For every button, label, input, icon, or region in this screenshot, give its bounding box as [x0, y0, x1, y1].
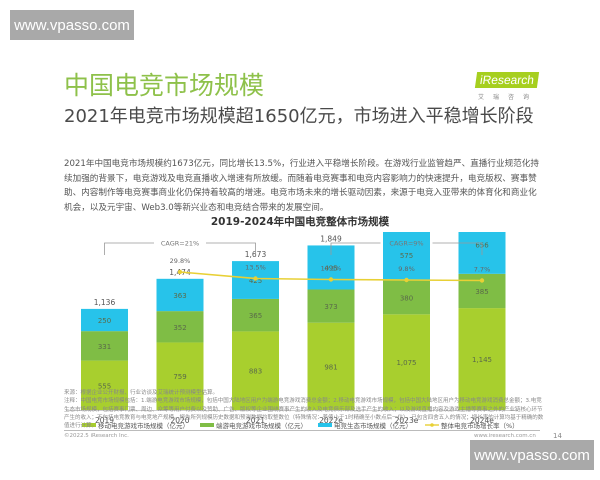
- svg-text:2019: 2019: [95, 416, 114, 425]
- bar-segment: [458, 308, 506, 410]
- svg-text:29.8%: 29.8%: [170, 257, 191, 265]
- bar-segment: [156, 311, 204, 343]
- svg-text:2021: 2021: [246, 416, 265, 425]
- svg-text:13.5%: 13.5%: [245, 264, 266, 272]
- svg-text:端游电竞游戏市场规模（亿元）: 端游电竞游戏市场规模（亿元）: [216, 421, 307, 430]
- svg-text:2023e: 2023e: [395, 416, 419, 425]
- body-paragraph: 2021年中国电竞市场规模约1673亿元，同比增长13.5%，行业进入平稳增长阶…: [64, 159, 539, 213]
- svg-text:250: 250: [98, 317, 111, 325]
- watermark-bottom: www.vpasso.com: [470, 440, 594, 470]
- svg-text:9.8%: 9.8%: [398, 265, 415, 273]
- bar-segment: [81, 308, 128, 332]
- page-subtitle: 2021年电竞市场规模超1650亿元，市场进入平稳增长阶段: [64, 106, 534, 127]
- copyright: ©2022.5 iResearch Inc.: [64, 433, 129, 439]
- svg-text:移动电竞游戏市场规模（亿元）: 移动电竞游戏市场规模（亿元）: [98, 421, 189, 430]
- svg-text:425: 425: [249, 277, 262, 285]
- stacked-bar-chart: 5553312501,13620197593523631,47420208833…: [66, 232, 519, 430]
- svg-text:352: 352: [173, 324, 186, 332]
- bar-segment: [383, 280, 430, 315]
- svg-text:331: 331: [98, 343, 111, 351]
- annotation-note: 注释：中国电竞市场规模包括：1.端游电竞游戏市场规模，包括中国大陆地区用户为端游…: [64, 398, 544, 430]
- svg-text:电竞生态市场规模（亿元）: 电竞生态市场规模（亿元）: [334, 421, 412, 430]
- svg-text:380: 380: [400, 294, 413, 302]
- svg-text:2020: 2020: [170, 416, 189, 425]
- svg-text:CAGR=9%: CAGR=9%: [389, 240, 423, 248]
- svg-text:7.7%: 7.7%: [474, 266, 491, 274]
- source-note: 来源：根据企业公开财报、行业访谈及艾瑞统计预测模型估算。: [64, 390, 219, 396]
- svg-text:整体电竞市场增长率（%）: 整体电竞市场增长率（%）: [441, 421, 519, 430]
- bar-segment: [232, 331, 279, 410]
- svg-text:385: 385: [475, 288, 488, 296]
- svg-text:1,849: 1,849: [320, 234, 342, 243]
- bar-segment: [81, 331, 128, 361]
- bar-segment: [156, 342, 204, 410]
- bar-segment: [383, 314, 430, 410]
- svg-text:CAGR=21%: CAGR=21%: [161, 240, 199, 248]
- svg-text:883: 883: [249, 368, 262, 376]
- site-url: www.iresearch.com.cn: [474, 433, 536, 439]
- svg-text:373: 373: [324, 303, 337, 311]
- footer-divider: [64, 430, 540, 431]
- svg-text:555: 555: [98, 382, 111, 390]
- svg-text:981: 981: [324, 363, 337, 371]
- svg-text:495: 495: [324, 264, 337, 272]
- page-number: 14: [553, 432, 562, 440]
- iresearch-logo: iResearch 艾瑞咨询: [474, 69, 540, 101]
- svg-text:1,136: 1,136: [94, 298, 116, 307]
- chart-title: 2019-2024年中国电竞整体市场规模: [210, 216, 390, 228]
- page-title: 中国电竞市场规模: [64, 71, 265, 100]
- svg-text:10.5%: 10.5%: [321, 265, 342, 273]
- bar-segment: [307, 322, 355, 410]
- svg-text:2022e: 2022e: [319, 416, 343, 425]
- footnote: 来源：根据企业公开财报、行业访谈及艾瑞统计预测模型估算。 注释：中国电竞市场规模…: [64, 389, 544, 430]
- svg-text:575: 575: [400, 252, 413, 260]
- svg-text:2024e: 2024e: [470, 416, 494, 425]
- svg-text:1,145: 1,145: [472, 356, 492, 364]
- bar-segment: [232, 298, 279, 332]
- bar-segment: [307, 289, 355, 323]
- bar-segment: [81, 360, 128, 410]
- svg-text:365: 365: [249, 312, 262, 320]
- bar-segment: [383, 232, 430, 281]
- svg-text:1,075: 1,075: [396, 359, 416, 367]
- svg-text:759: 759: [173, 373, 186, 381]
- watermark-top: www.vpasso.com: [10, 10, 134, 40]
- logo-text: iResearch: [474, 72, 540, 88]
- bar-segment: [156, 278, 204, 312]
- logo-subtext: 艾瑞咨询: [478, 94, 539, 101]
- svg-text:363: 363: [173, 292, 186, 300]
